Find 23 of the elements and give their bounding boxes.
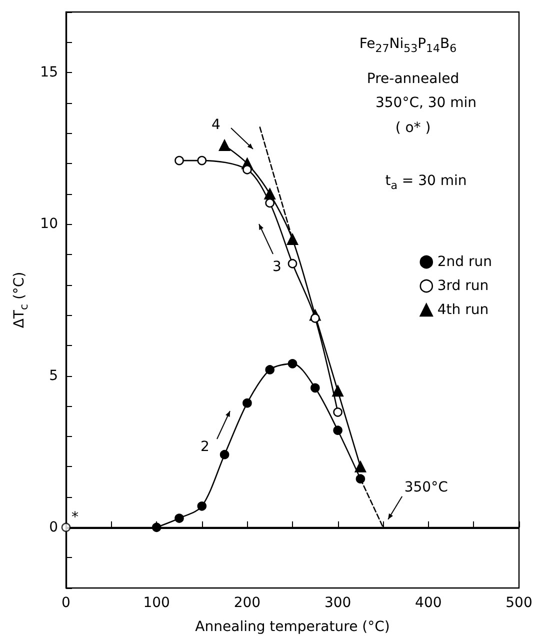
x-tick-label: 200	[234, 595, 261, 611]
x-axis-title: Annealing temperature (°C)	[195, 619, 390, 635]
y-tick-label: 15	[40, 64, 58, 81]
annotation: *	[72, 509, 78, 526]
legend-label: 2nd run	[437, 254, 492, 270]
y-tick-label: 5	[49, 368, 58, 384]
y-tick-label: 10	[40, 216, 58, 232]
annotation: 3	[272, 259, 282, 275]
annotation: 4	[212, 117, 221, 133]
legend-label: 3rd run	[437, 278, 489, 294]
annotation: 2	[200, 439, 210, 455]
y-axis-title: ΔTc (°C)	[11, 272, 30, 328]
x-tick-label: 300	[324, 595, 352, 611]
x-tick-label: 500	[506, 595, 532, 611]
annotation: 350°C	[404, 479, 448, 496]
x-tick-label: 100	[143, 595, 170, 611]
annotation: Pre-annealed	[366, 71, 460, 87]
x-tick-label: 400	[415, 595, 442, 611]
annotation: 350°C, 30 min	[375, 95, 477, 111]
annotation: ( o* )	[395, 120, 431, 136]
x-tick-label: 0	[62, 595, 70, 611]
legend-label: 4th run	[437, 302, 489, 318]
y-tick-label: 0	[49, 519, 58, 536]
